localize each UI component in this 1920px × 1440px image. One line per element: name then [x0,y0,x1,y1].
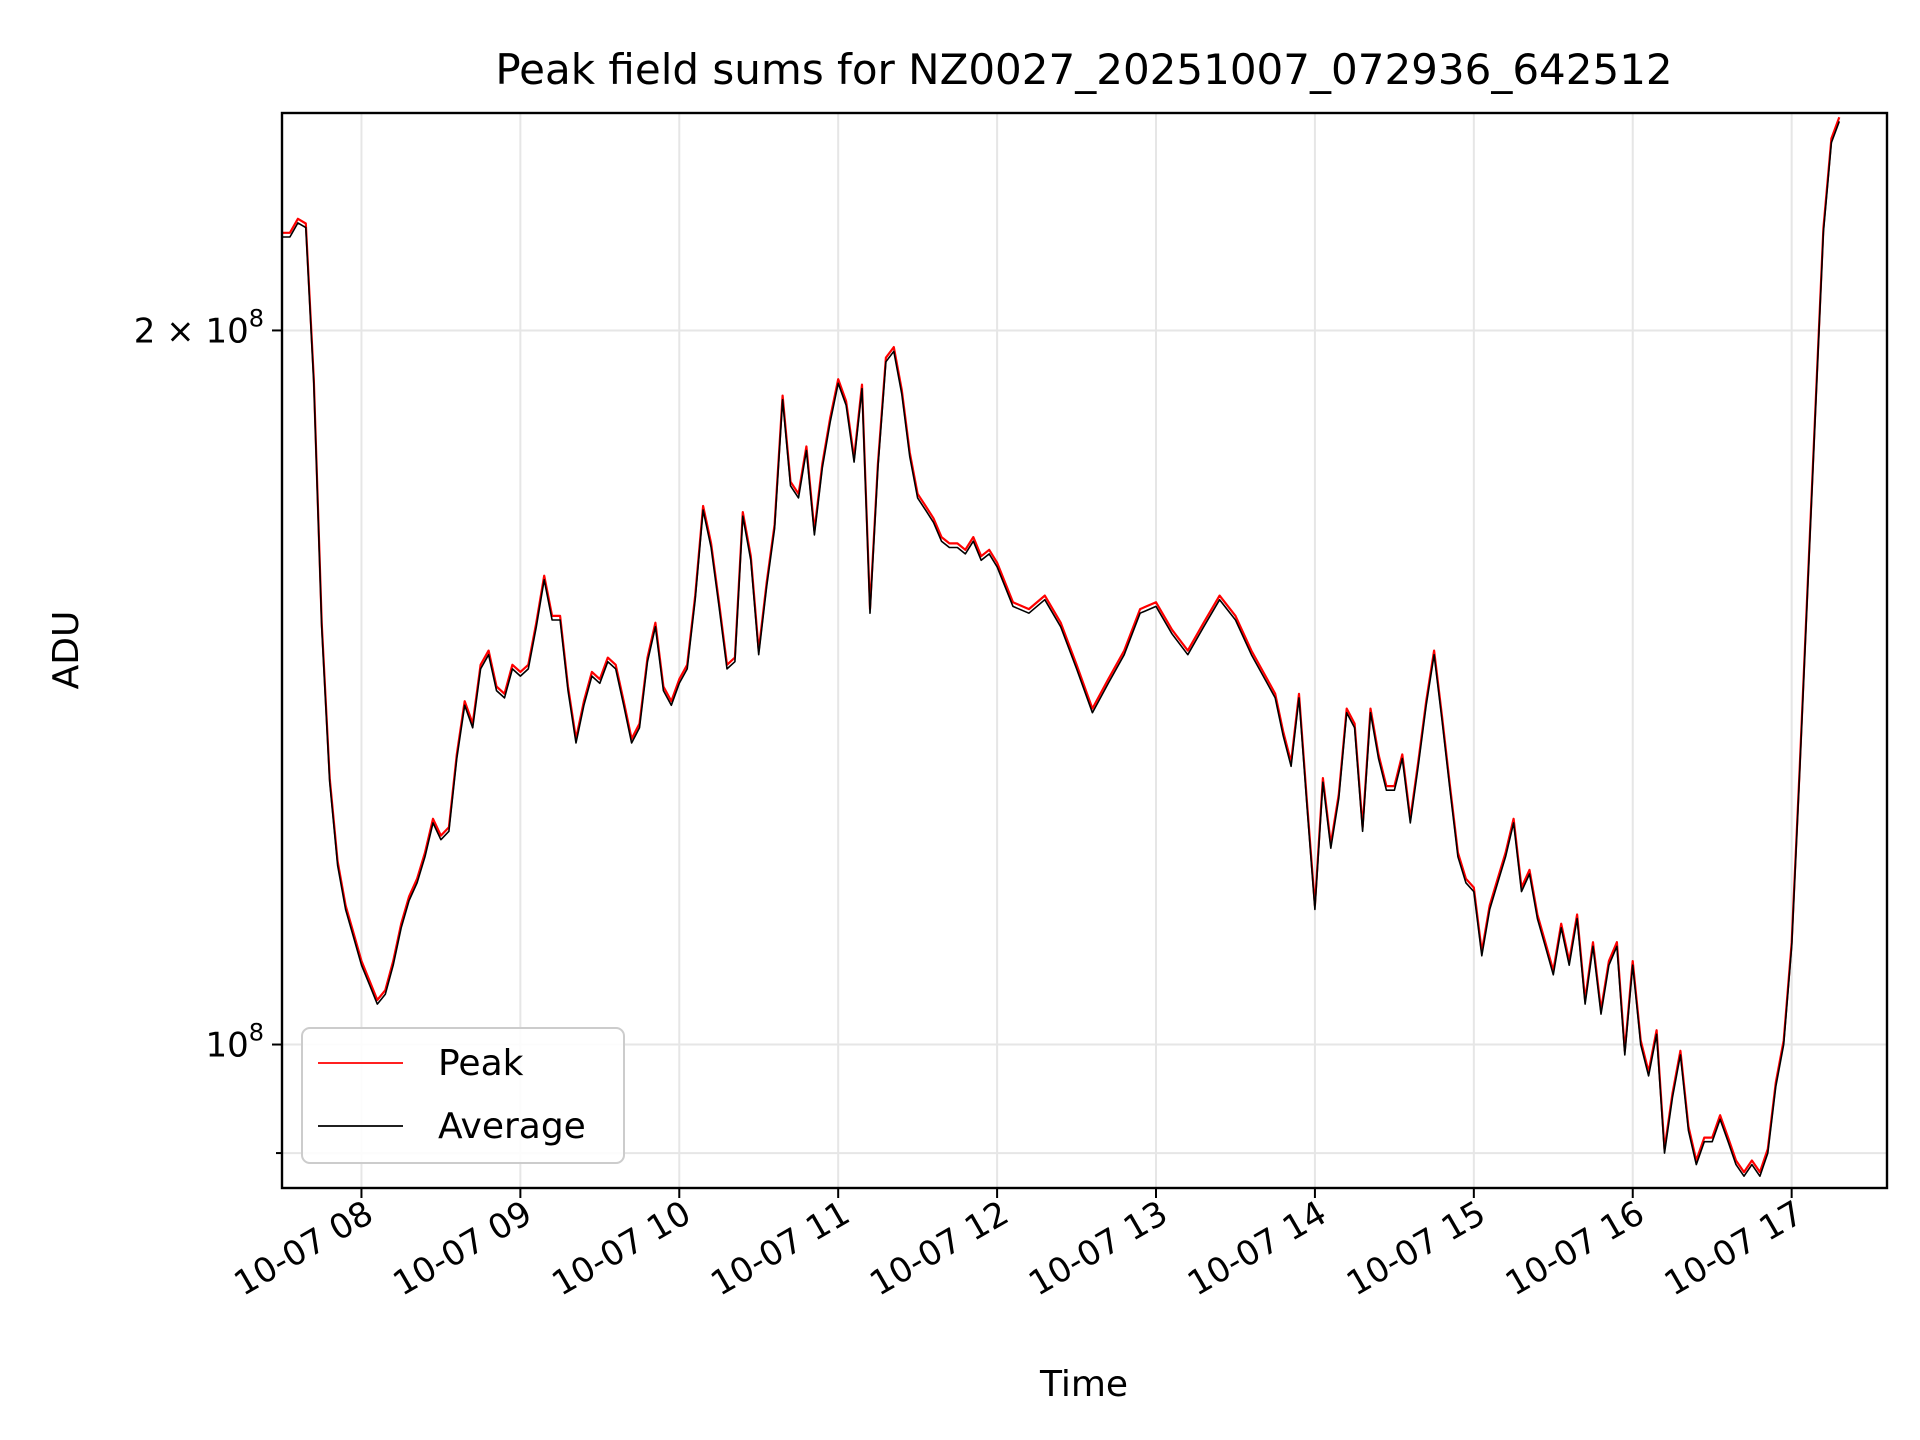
y-axis-title: ADU [46,611,87,690]
legend-label-peak: Peak [438,1043,524,1084]
y-tick-label: 2 × 108 [134,304,264,351]
legend-label-average: Average [438,1106,586,1147]
gridlines [282,113,1887,1188]
y-tick-label: 108 [205,1019,264,1066]
legend: Peak Average [301,1027,625,1164]
plot-area [280,111,1889,1190]
legend-box [301,1027,625,1164]
chart-title: Peak field sums for NZ0027_20251007_0729… [495,45,1672,94]
series-line-average [282,121,1841,1177]
y-axis: 2 × 108 108 [134,304,282,1155]
plot-lines [282,116,1841,1177]
x-axis-title: Time [1039,1364,1128,1405]
